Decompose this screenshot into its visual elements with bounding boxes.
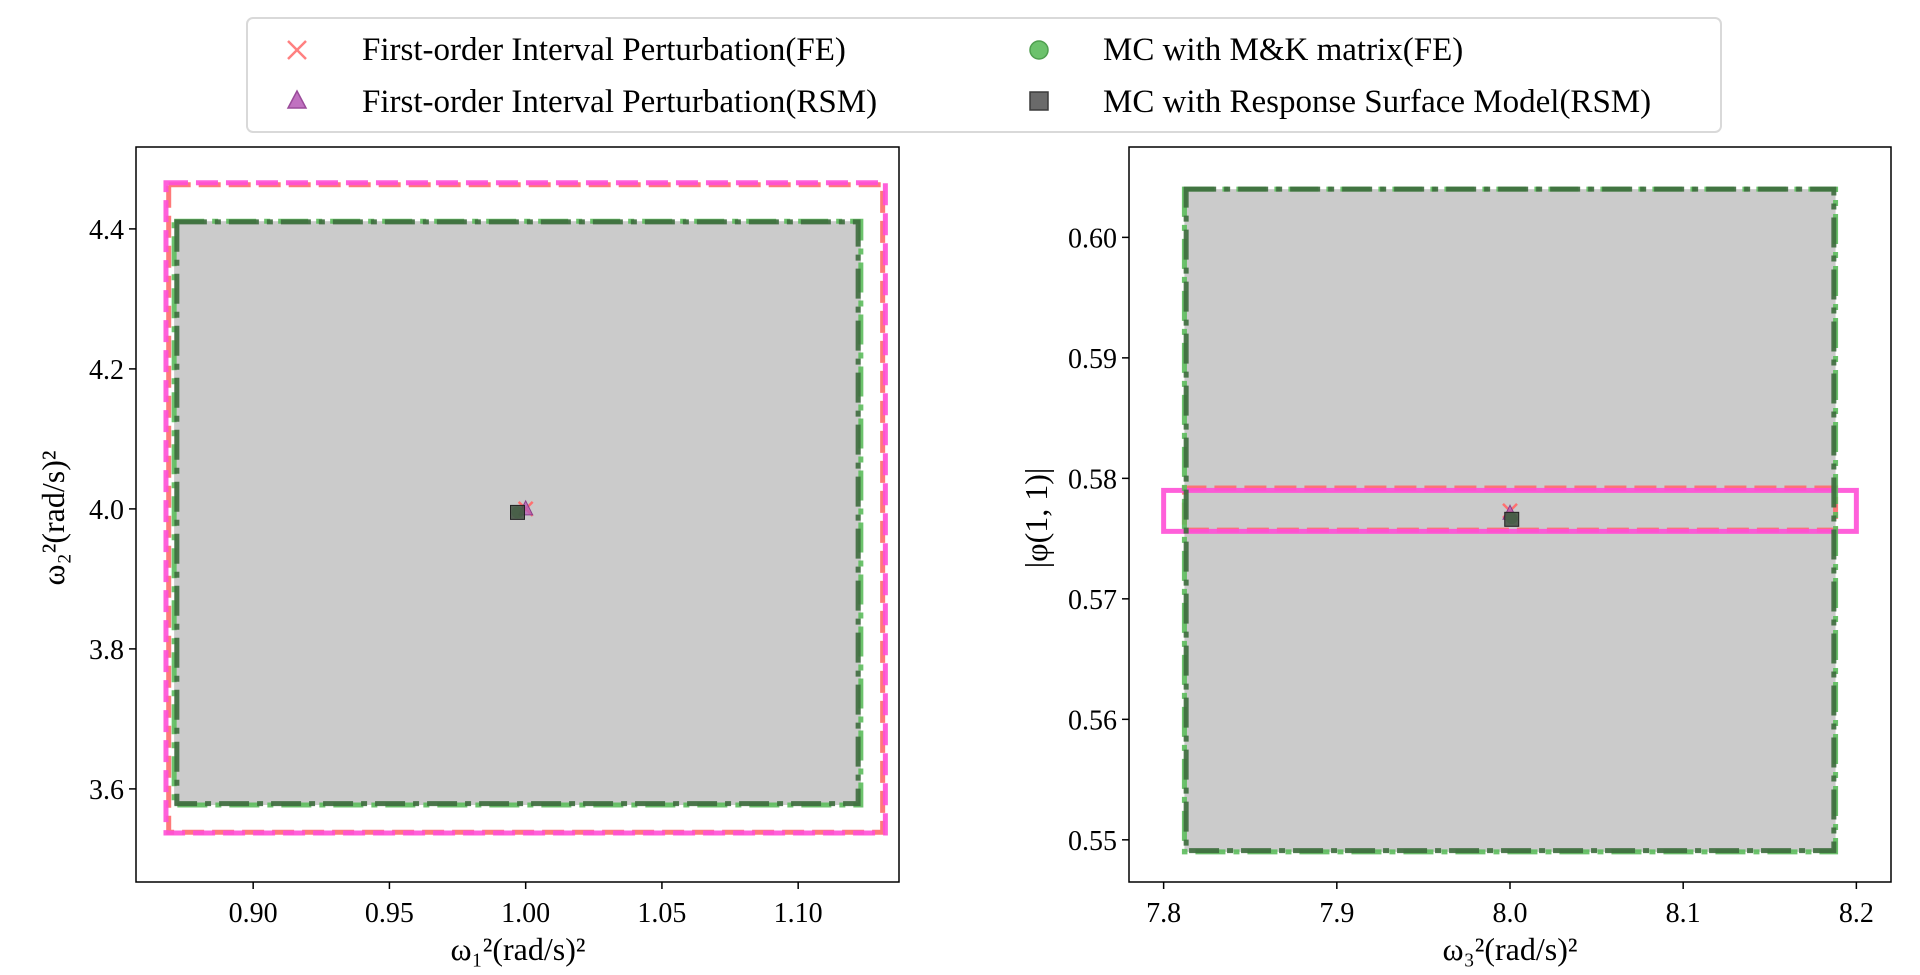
legend-item-fe-perturbation: First-order Interval Perturbation(FE) xyxy=(287,32,846,68)
x-axis-label: ω₁²(rad/s)² xyxy=(451,931,586,967)
plot-area xyxy=(1161,186,1859,855)
x-marker-icon xyxy=(287,40,307,60)
legend-label: First-order Interval Perturbation(FE) xyxy=(362,32,846,68)
y-tick-label: 4.2 xyxy=(89,355,124,386)
circle-marker-icon xyxy=(1029,40,1049,60)
y-tick-label: 0.59 xyxy=(1068,344,1117,375)
interval-box xyxy=(174,219,861,807)
x-tick-label: 0.90 xyxy=(229,898,278,929)
y-tick-label: 3.6 xyxy=(89,775,124,806)
x-tick-label: 1.10 xyxy=(774,898,823,929)
x-tick-label: 1.05 xyxy=(637,898,686,929)
square-marker-icon xyxy=(1029,91,1049,111)
x-tick-label: 0.95 xyxy=(365,898,414,929)
x-tick-label: 7.8 xyxy=(1146,898,1181,929)
interval-box xyxy=(1183,186,1837,854)
y-axis-label: ω₂²(rad/s)² xyxy=(35,451,71,586)
axes-frame xyxy=(135,146,900,883)
legend-label: MC with M&K matrix(FE) xyxy=(1103,32,1463,68)
interval-box xyxy=(163,180,888,836)
interval-box xyxy=(1161,487,1859,534)
midpoint-marker-square xyxy=(1504,511,1520,527)
legend-item-mc-fe: MC with M&K matrix(FE) xyxy=(1029,32,1463,68)
legend-frame xyxy=(246,17,1722,133)
y-axis-label: |φ(1, 1)| xyxy=(1018,468,1054,569)
legend-item-rsm-perturbation: First-order Interval Perturbation(RSM) xyxy=(286,84,877,120)
x-tick-label: 7.9 xyxy=(1319,898,1354,929)
x-axis-label: ω₃²(rad/s)² xyxy=(1443,931,1578,967)
plot-area xyxy=(163,180,888,836)
y-tick-label: 0.58 xyxy=(1068,464,1117,495)
triangle-marker-icon xyxy=(286,89,308,109)
legend-item-mc-rsm: MC with Response Surface Model(RSM) xyxy=(1029,84,1651,120)
x-tick-label: 8.2 xyxy=(1839,898,1874,929)
y-tick-label: 0.56 xyxy=(1068,705,1117,736)
legend: First-order Interval Perturbation(FE) Fi… xyxy=(246,17,1722,133)
x-tick-label: 1.00 xyxy=(501,898,550,929)
plot-left: ω₁²(rad/s)² ω₂²(rad/s)² 0.90 0.95 1.00 1.05… xyxy=(35,146,900,967)
x-tick-label: 8.0 xyxy=(1493,898,1528,929)
legend-label: MC with Response Surface Model(RSM) xyxy=(1103,84,1651,120)
y-tick-label: 0.57 xyxy=(1068,585,1117,616)
y-tick-label: 4.4 xyxy=(89,215,124,246)
y-tick-label: 3.8 xyxy=(89,635,124,666)
x-tick-label: 8.1 xyxy=(1666,898,1701,929)
y-tick-label: 0.60 xyxy=(1068,223,1117,254)
midpoint-marker-square xyxy=(510,504,525,520)
y-tick-label: 0.55 xyxy=(1068,826,1117,857)
legend-label: First-order Interval Perturbation(RSM) xyxy=(362,84,877,120)
plot-right: ω₃²(rad/s)² |φ(1, 1)| 7.8 7.9 8.0 8.1 8.2 0.5… xyxy=(1018,146,1892,967)
y-tick-label: 4.0 xyxy=(89,495,124,526)
